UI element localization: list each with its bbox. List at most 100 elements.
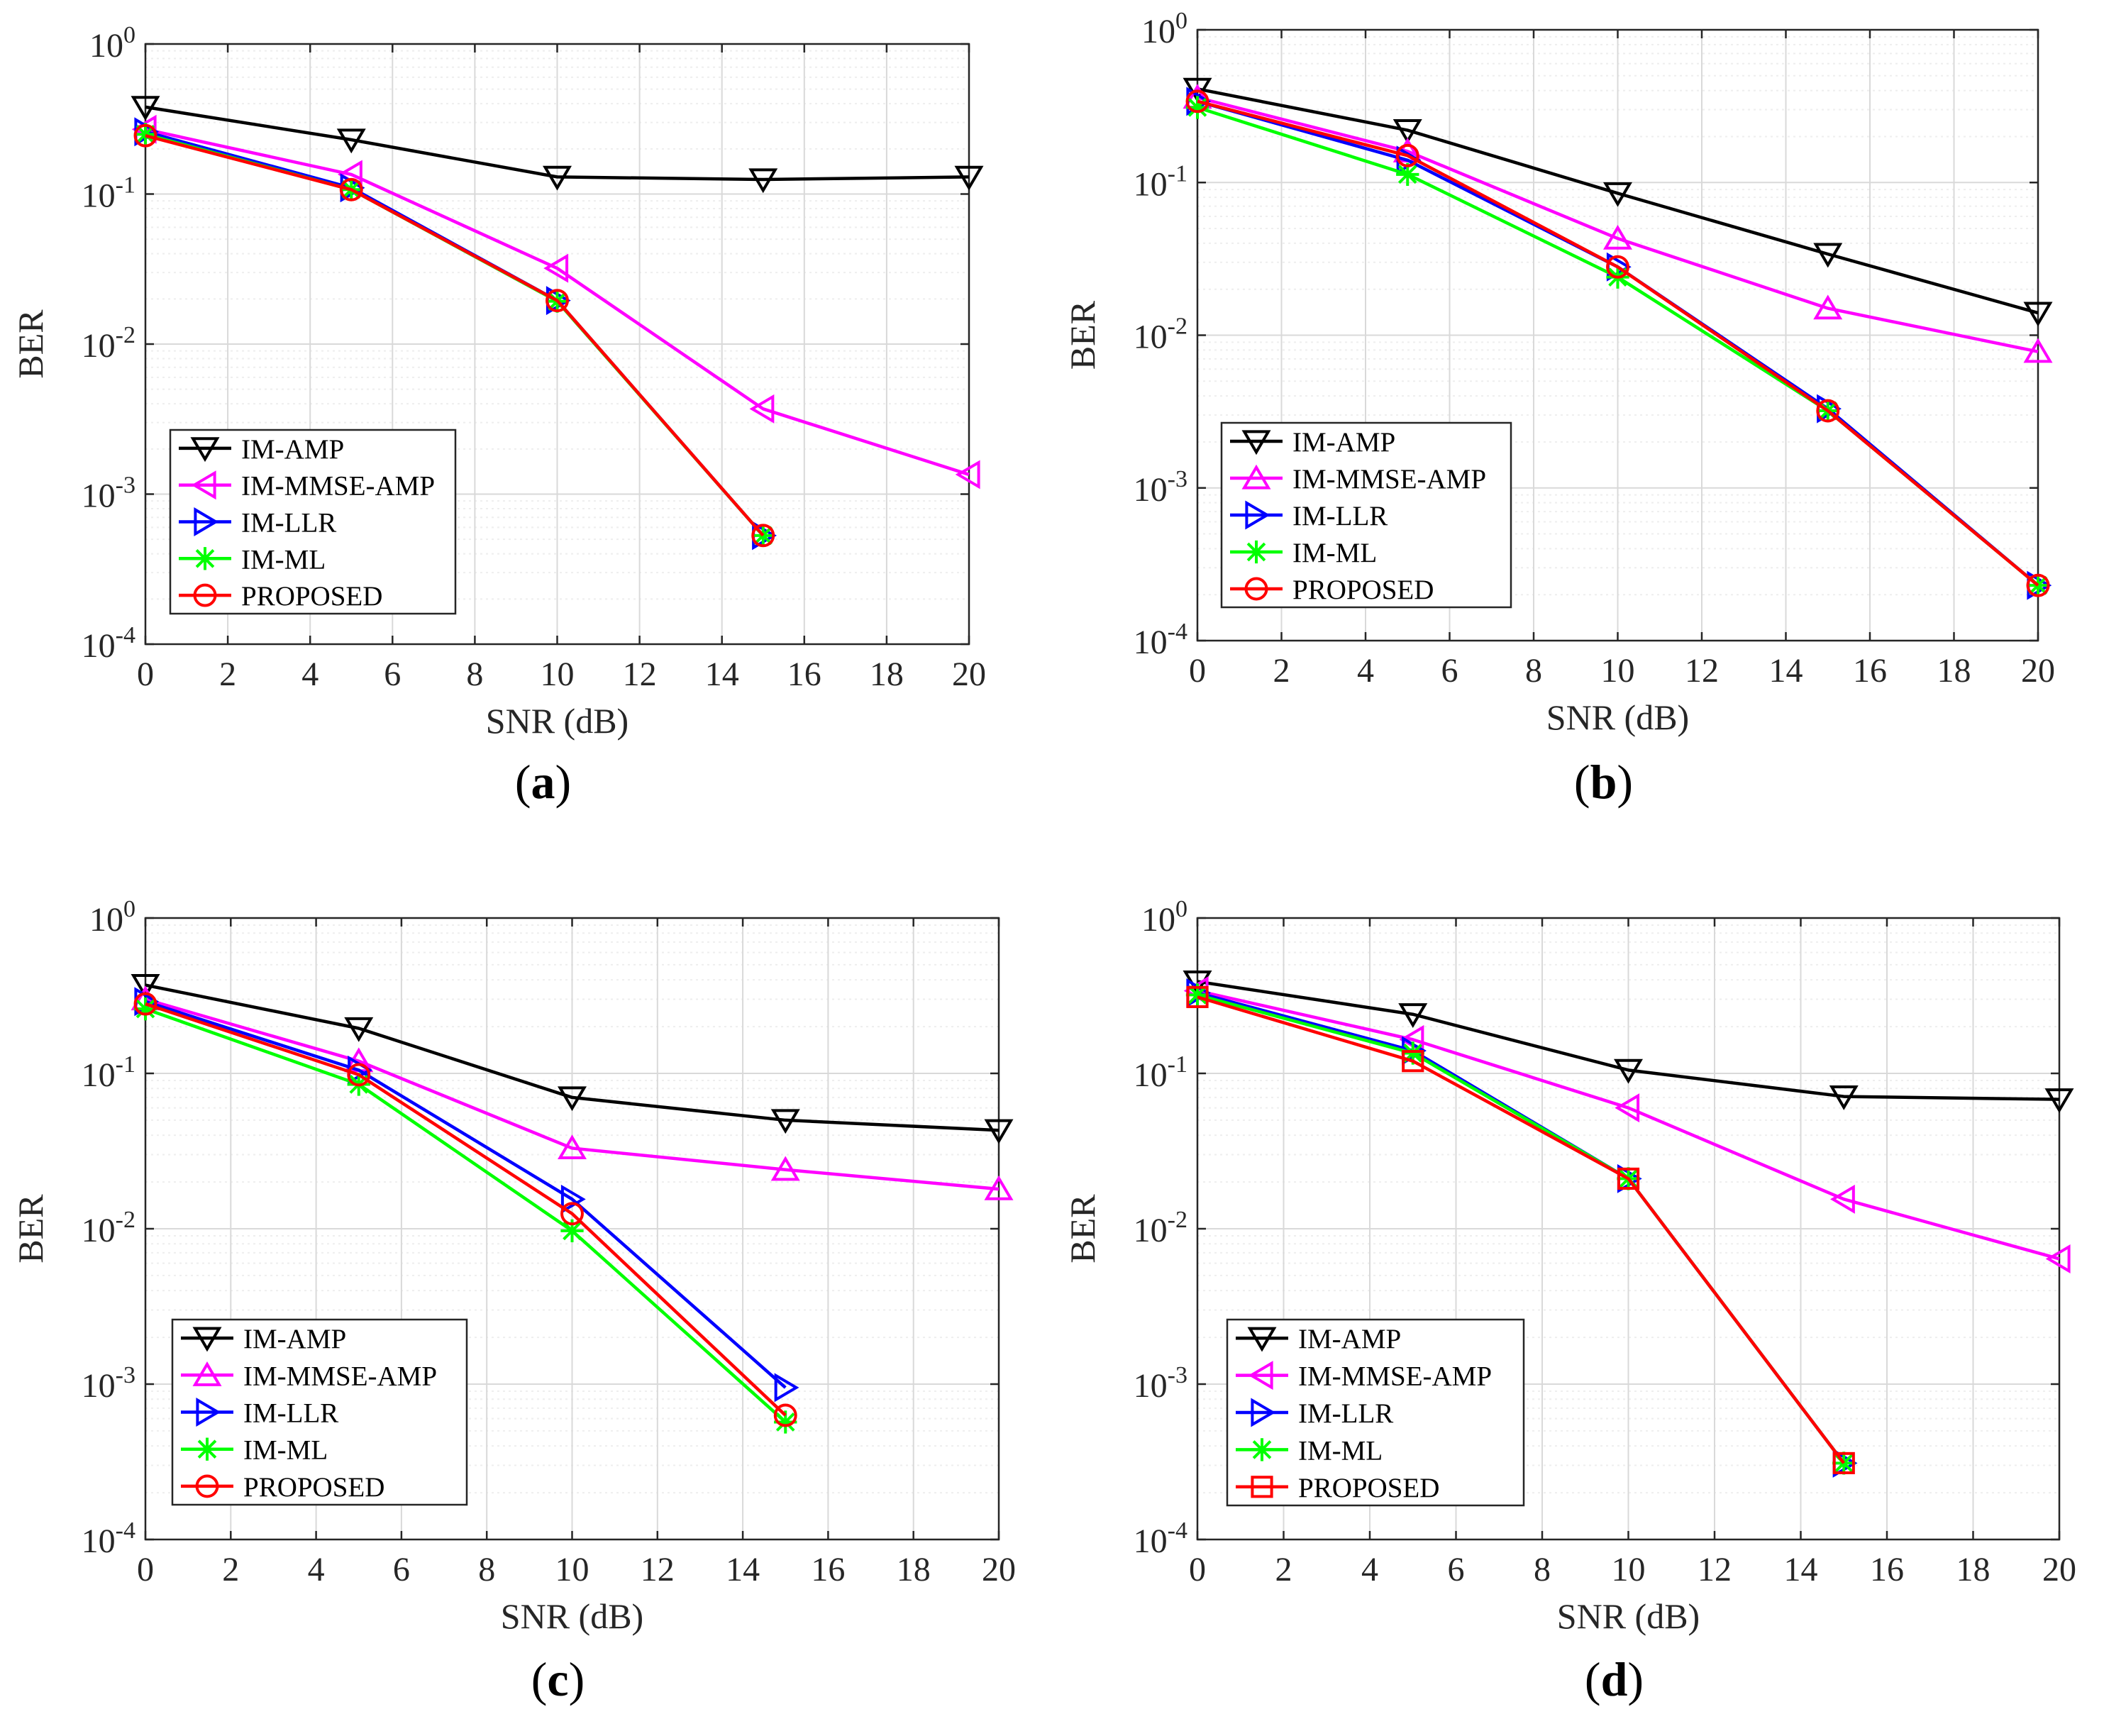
x-tick-label: 14 [705, 656, 739, 693]
grid [1197, 29, 2039, 641]
data-point [774, 1373, 799, 1403]
legend: IM-AMP IM-MMSE-AMP IM-LLR IM-ML PROPOSED [1220, 421, 1512, 609]
legend-item: IM-MMSE-AMP [181, 1361, 437, 1391]
legend-marker [1241, 464, 1271, 490]
data-point [1402, 1050, 1424, 1073]
legend-item: IM-AMP [181, 1324, 346, 1354]
y-tick-label: 10-3 [1134, 466, 1187, 509]
legend-marker [1247, 1327, 1277, 1352]
data-point [984, 1119, 1014, 1144]
data-point [339, 177, 363, 201]
x-tick-label: 2 [222, 1551, 239, 1588]
y-axis-label: BER [1063, 1194, 1102, 1264]
y-tick-label: 10-2 [82, 322, 135, 365]
legend-label: IM-MMSE-AMP [1292, 464, 1486, 494]
legend-marker [193, 547, 217, 570]
x-tick-label: 2 [1275, 1551, 1292, 1588]
x-tick-label: 6 [1448, 1551, 1465, 1588]
y-tick-label: 10-3 [1134, 1362, 1187, 1405]
x-tick-label: 8 [1534, 1551, 1551, 1588]
data-point [1392, 118, 1422, 144]
data-point [1185, 89, 1209, 114]
legend-label: IM-ML [241, 544, 326, 575]
legend-item: IM-LLR [179, 507, 336, 538]
legend-label: IM-MMSE-AMP [241, 471, 435, 502]
data-point [954, 165, 984, 191]
legend-marker [1251, 1398, 1276, 1427]
data-point [558, 1086, 587, 1112]
x-tick-label: 18 [1937, 652, 1971, 690]
legend-label: IM-AMP [241, 434, 344, 465]
legend-label: IM-ML [1298, 1435, 1383, 1466]
data-point [131, 96, 160, 121]
data-point [770, 1109, 800, 1134]
series-line [145, 128, 970, 477]
y-tick-label: 10-4 [1134, 619, 1187, 661]
x-tick-label: 18 [1956, 1551, 1991, 1588]
series-line [1197, 99, 2039, 587]
y-axis-label: BER [11, 309, 50, 379]
x-tick-label: 12 [641, 1551, 675, 1588]
series-line [145, 134, 765, 537]
legend-label: IM-AMP [1292, 427, 1395, 458]
x-tick-label: 0 [137, 1551, 154, 1588]
y-tick-label: 10-4 [82, 622, 135, 665]
x-tick-label: 6 [393, 1551, 410, 1588]
y-tick-label: 10-1 [82, 1051, 135, 1094]
legend-marker [194, 507, 219, 536]
legend-item: IM-LLR [181, 1398, 338, 1429]
data-point [560, 1184, 586, 1214]
series-line [145, 105, 970, 182]
y-axis-label: BER [11, 1194, 50, 1264]
x-tick-label: 18 [870, 656, 904, 693]
legend-label: PROPOSED [243, 1472, 384, 1503]
legend-label: IM-ML [1292, 538, 1377, 568]
x-tick-label: 10 [1612, 1551, 1646, 1588]
legend-marker [1244, 577, 1268, 601]
x-tick-label: 0 [1189, 1551, 1206, 1588]
series-line [1197, 87, 2039, 315]
legend-marker [195, 1437, 219, 1461]
data-point [543, 165, 572, 191]
y-tick-label: 100 [89, 896, 135, 939]
data-point [336, 128, 366, 154]
data-point [1816, 399, 1840, 423]
data-point [748, 168, 778, 194]
y-tick-label: 10-2 [1134, 314, 1187, 356]
legend-marker [1250, 1438, 1274, 1461]
data-point [1603, 182, 1632, 207]
x-tick-label: 20 [2042, 1551, 2076, 1588]
series-proposed [1186, 985, 1855, 1474]
series-line [145, 1000, 787, 1389]
x-axis-label: SNR (dB) [486, 701, 629, 741]
data-point [1183, 77, 1212, 103]
y-tick-label: 10-2 [1134, 1207, 1187, 1249]
x-tick-label: 10 [1601, 652, 1635, 690]
data-point [1395, 143, 1419, 167]
x-tick-label: 10 [541, 656, 575, 693]
x-tick-label: 14 [1784, 1551, 1818, 1588]
legend-marker [195, 1474, 219, 1498]
series-im-amp [1183, 77, 2053, 327]
x-tick-label: 4 [301, 656, 319, 693]
legend-label: IM-LLR [1298, 1398, 1393, 1429]
legend-marker [1241, 430, 1271, 455]
x-axis-label: SNR (dB) [501, 1596, 643, 1636]
legend-item: PROPOSED [179, 581, 382, 612]
x-tick-label: 0 [137, 656, 154, 693]
x-tick-label: 8 [478, 1551, 495, 1588]
data-point [1398, 1003, 1428, 1028]
data-point [344, 1017, 374, 1042]
series-line [145, 1007, 787, 1424]
series-im-amp [131, 96, 984, 194]
data-point [1614, 1058, 1643, 1084]
x-tick-label: 6 [1441, 652, 1458, 690]
x-tick-label: 18 [897, 1551, 931, 1588]
y-tick-label: 100 [1141, 896, 1187, 939]
data-point [560, 1219, 584, 1243]
data-point [1830, 1184, 1855, 1214]
series-line [1197, 980, 2060, 1101]
x-tick-label: 12 [1698, 1551, 1732, 1588]
data-point [560, 1202, 584, 1226]
